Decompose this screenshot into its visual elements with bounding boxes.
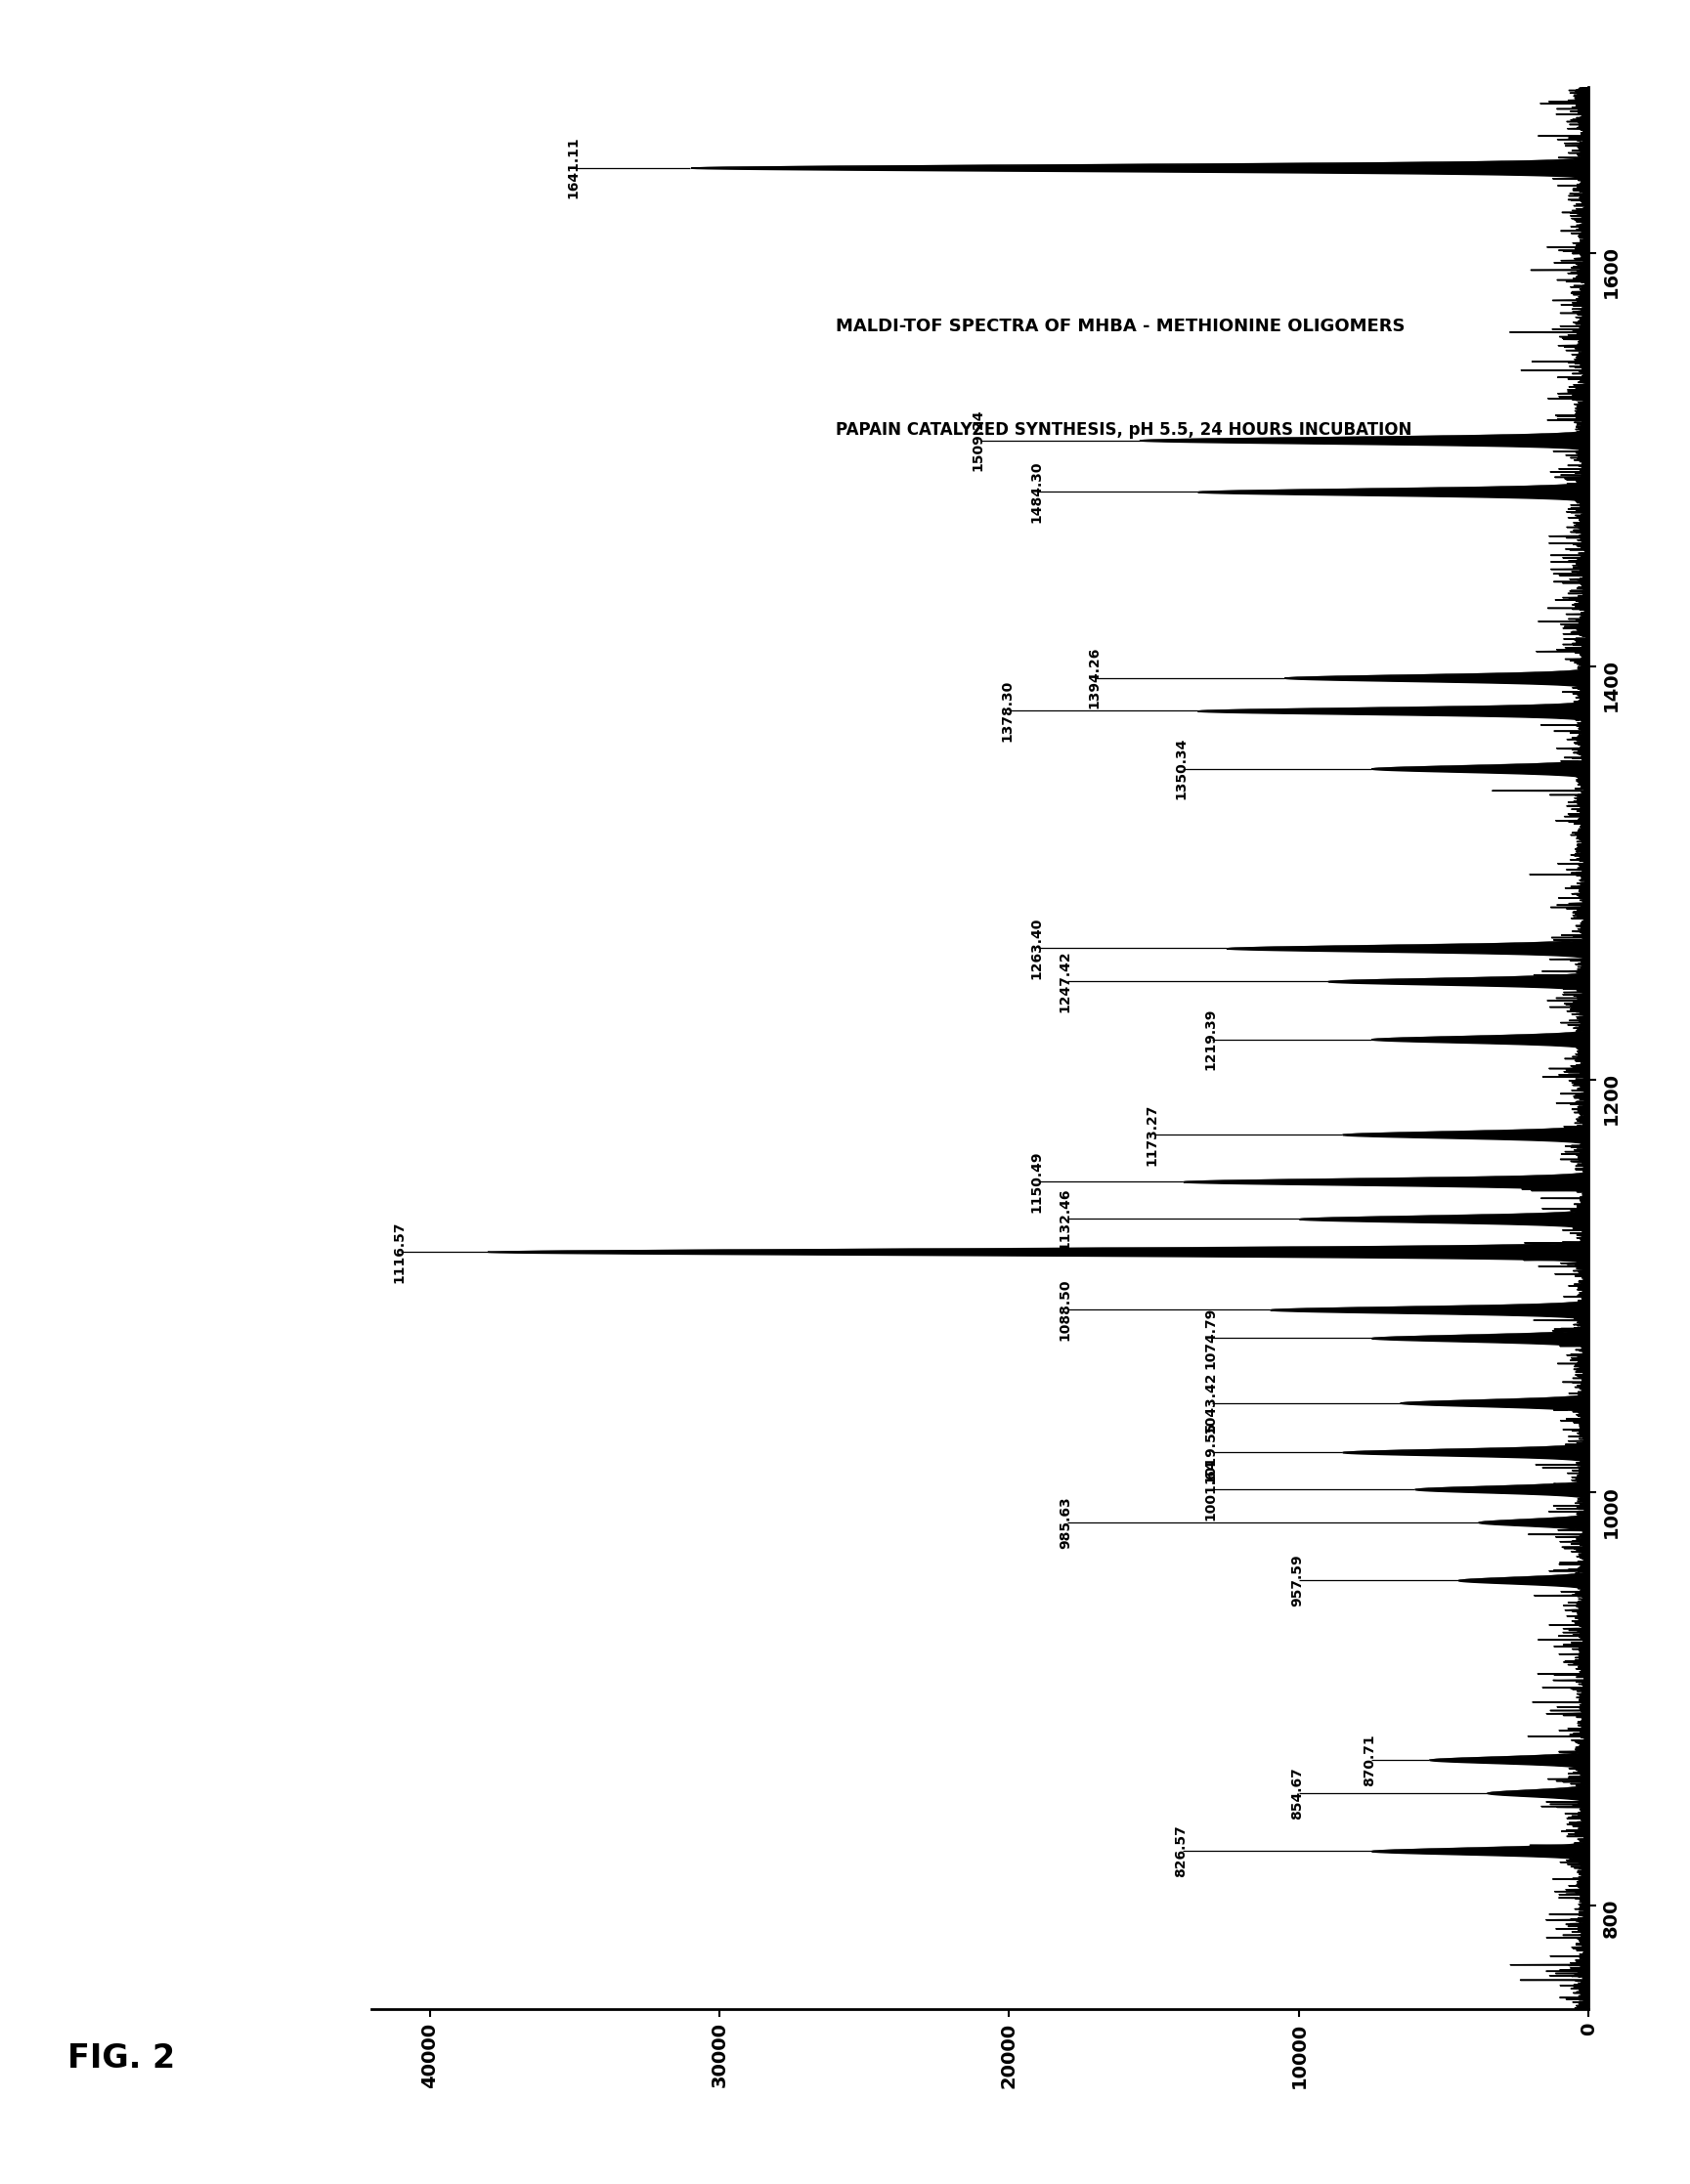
Text: 1247.42: 1247.42: [1058, 950, 1071, 1013]
Text: PAPAIN CATALYZED SYNTHESIS, pH 5.5, 24 HOURS INCUBATION: PAPAIN CATALYZED SYNTHESIS, pH 5.5, 24 H…: [835, 422, 1411, 439]
Text: 1019.55: 1019.55: [1203, 1422, 1217, 1483]
Text: 1263.40: 1263.40: [1029, 917, 1043, 978]
Text: 1116.57: 1116.57: [392, 1221, 406, 1282]
Text: 1641.11: 1641.11: [566, 138, 580, 199]
Text: 957.59: 957.59: [1289, 1555, 1305, 1607]
Text: 1074.79: 1074.79: [1203, 1308, 1217, 1369]
Text: 1484.30: 1484.30: [1029, 461, 1043, 522]
Text: 1088.50: 1088.50: [1058, 1278, 1071, 1341]
Text: MALDI-TOF SPECTRA OF MHBA - METHIONINE OLIGOMERS: MALDI-TOF SPECTRA OF MHBA - METHIONINE O…: [835, 317, 1404, 336]
Text: 985.63: 985.63: [1058, 1496, 1071, 1548]
Text: 1132.46: 1132.46: [1058, 1188, 1071, 1249]
Text: 1350.34: 1350.34: [1175, 738, 1188, 799]
Text: 1219.39: 1219.39: [1203, 1009, 1217, 1070]
Text: 1150.49: 1150.49: [1029, 1151, 1043, 1212]
Text: 870.71: 870.71: [1362, 1734, 1376, 1787]
Text: 1509.24: 1509.24: [972, 408, 985, 472]
Text: 1394.26: 1394.26: [1087, 646, 1102, 710]
Text: 1173.27: 1173.27: [1146, 1103, 1159, 1166]
Text: 1378.30: 1378.30: [1000, 679, 1014, 743]
Text: FIG. 2: FIG. 2: [68, 2042, 176, 2075]
Text: 826.57: 826.57: [1175, 1826, 1188, 1878]
Text: 854.67: 854.67: [1289, 1767, 1305, 1819]
Text: 1043.42: 1043.42: [1203, 1372, 1217, 1435]
Text: 1001.64: 1001.64: [1203, 1459, 1217, 1520]
